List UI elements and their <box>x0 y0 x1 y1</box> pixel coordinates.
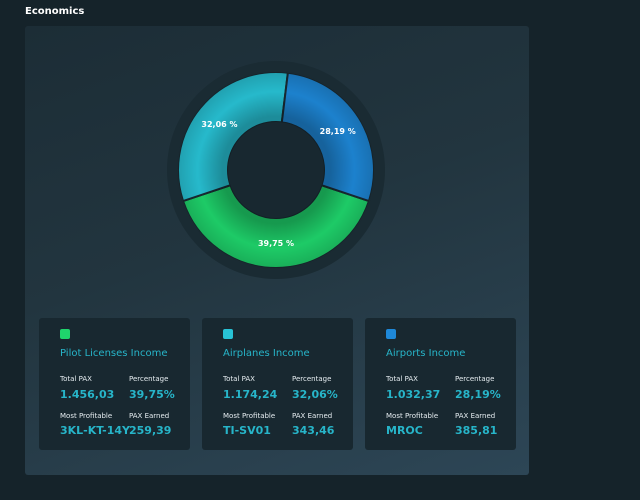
pax-earned-label: PAX Earned <box>455 412 496 420</box>
most-profitable-value: MROC <box>386 424 423 437</box>
donut-slice-label-3: 28,19 % <box>320 127 356 136</box>
percentage-label: Percentage <box>455 375 495 383</box>
percentage-value: 28,19% <box>455 388 501 401</box>
pax-earned-label: PAX Earned <box>129 412 170 420</box>
total-pax-value: 1.456,03 <box>60 388 115 401</box>
percentage-label: Percentage <box>129 375 169 383</box>
card-airplanes-income: Airplanes Income Total PAX Percentage 1.… <box>202 318 353 450</box>
donut-hole <box>228 122 324 218</box>
total-pax-label: Total PAX <box>60 375 92 383</box>
pax-earned-label: PAX Earned <box>292 412 333 420</box>
most-profitable-value: TI-SV01 <box>223 424 271 437</box>
card-title: Airplanes Income <box>223 348 310 359</box>
total-pax-value: 1.174,24 <box>223 388 278 401</box>
pax-earned-value: 259,39 <box>129 424 172 437</box>
most-profitable-label: Most Profitable <box>386 412 439 420</box>
donut-slice-label-2: 32,06 % <box>201 120 237 129</box>
card-airports-income: Airports Income Total PAX Percentage 1.0… <box>365 318 516 450</box>
pax-earned-value: 385,81 <box>455 424 498 437</box>
card-title: Airports Income <box>386 348 466 359</box>
total-pax-label: Total PAX <box>386 375 418 383</box>
pilot-licenses-color-swatch <box>60 329 70 339</box>
page-title: Economics <box>25 6 85 17</box>
airplanes-color-swatch <box>223 329 233 339</box>
donut-svg: 39,75 % 32,06 % 28,19 % <box>167 61 385 279</box>
percentage-label: Percentage <box>292 375 332 383</box>
percentage-value: 32,06% <box>292 388 338 401</box>
most-profitable-label: Most Profitable <box>223 412 276 420</box>
airports-color-swatch <box>386 329 396 339</box>
pax-earned-value: 343,46 <box>292 424 335 437</box>
card-title: Pilot Licenses Income <box>60 348 168 359</box>
income-donut-chart: 39,75 % 32,06 % 28,19 % <box>166 60 386 280</box>
most-profitable-value: 3KL-KT-14Y <box>60 424 131 437</box>
card-pilot-licenses-income: Pilot Licenses Income Total PAX Percenta… <box>39 318 190 450</box>
percentage-value: 39,75% <box>129 388 175 401</box>
total-pax-value: 1.032,37 <box>386 388 441 401</box>
total-pax-label: Total PAX <box>223 375 255 383</box>
most-profitable-label: Most Profitable <box>60 412 113 420</box>
income-cards: Pilot Licenses Income Total PAX Percenta… <box>39 318 517 450</box>
donut-slice-label-1: 39,75 % <box>258 239 294 248</box>
